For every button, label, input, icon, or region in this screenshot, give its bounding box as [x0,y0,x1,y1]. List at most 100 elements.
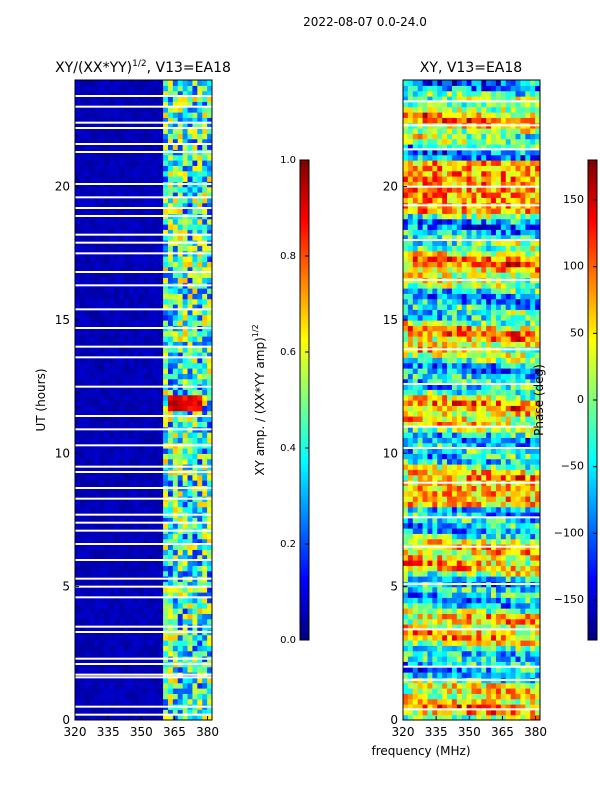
heatmap-cell [182,192,189,198]
heatmap-cell [451,602,458,609]
heatmap-cell [417,688,424,694]
panel1-colorbar-tick-label: 0.2 [280,539,296,550]
heatmap-cell [104,613,110,620]
heatmap-cell [535,570,540,577]
heatmap-cell [123,602,130,609]
heatmap-cell [447,458,453,465]
heatmap-cell [451,533,458,540]
heatmap-cell [153,608,159,614]
heatmap-cell [466,490,473,497]
heatmap-cell [99,293,105,300]
heatmap-cell [530,629,536,636]
heatmap-cell [172,293,179,300]
heatmap-cell [109,304,115,310]
heatmap-cell [167,410,174,417]
heatmap-cell [202,554,208,561]
heatmap-cell [143,677,149,684]
data-gap-line [75,521,212,524]
heatmap-cell [158,202,164,209]
heatmap-cell [432,469,438,476]
heatmap-cell [163,229,169,236]
heatmap-cell [535,469,540,476]
heatmap-cell [525,672,531,678]
heatmap-cell [471,474,477,481]
heatmap-cell [89,458,96,465]
heatmap-cell [202,410,208,417]
heatmap-cell [481,528,487,534]
heatmap-cell [177,330,184,337]
heatmap-cell [138,378,145,385]
heatmap-cell [167,405,174,412]
heatmap-cell [94,101,101,108]
heatmap-cell [104,229,110,236]
heatmap-cell [109,352,115,358]
heatmap-cell [403,682,409,689]
heatmap-cell [447,442,453,449]
heatmap-cell [138,245,145,252]
heatmap-cell [119,133,125,140]
heatmap-cell [202,453,208,460]
heatmap-cell [520,709,526,716]
heatmap-cell [172,437,179,444]
heatmap-cell [471,560,477,566]
heatmap-cell [520,474,526,481]
heatmap-cell [515,474,522,481]
heatmap-cell [442,437,448,444]
heatmap-cell [114,128,120,134]
heatmap-cell [412,421,419,428]
panel1-xtick-label: 380 [196,725,219,739]
heatmap-cell [84,650,91,657]
heatmap-cell [456,698,463,705]
heatmap-cell [447,565,453,572]
heatmap-cell [84,394,91,401]
heatmap-cell [94,176,101,182]
heatmap-cell [119,224,125,230]
heatmap-cell [99,608,105,614]
heatmap-cell [99,618,105,625]
heatmap-cell [187,618,194,625]
heatmap-cell [89,517,96,524]
heatmap-cell [192,682,198,689]
heatmap-cell [128,346,135,353]
heatmap-cell [148,688,154,694]
heatmap-cell [476,533,482,540]
heatmap-cell [172,421,179,428]
heatmap-cell [412,501,419,508]
heatmap-cell [172,165,179,172]
heatmap-cell [481,522,487,529]
heatmap-cell [114,330,120,337]
heatmap-cell [197,170,203,177]
heatmap-cell [163,693,169,700]
heatmap-cell [143,357,149,364]
heatmap-cell [500,512,507,518]
heatmap-cell [104,320,110,326]
heatmap-cell [192,277,198,284]
heatmap-cell [133,224,140,230]
heatmap-cell [187,90,194,97]
heatmap-cell [138,618,145,625]
heatmap-cell [119,645,125,652]
heatmap-cell [94,346,101,353]
heatmap-cell [471,709,477,716]
heatmap-cell [525,501,531,508]
heatmap-cell [535,661,540,668]
heatmap-cell [148,640,154,646]
heatmap-cell [182,506,189,513]
heatmap-cell [476,645,482,652]
heatmap-cell [412,624,419,630]
heatmap-cell [481,608,487,614]
heatmap-cell [167,272,174,278]
heatmap-cell [177,341,184,348]
heatmap-cell [491,570,497,577]
heatmap-cell [412,458,419,465]
heatmap-cell [94,618,101,625]
heatmap-cell [163,597,169,604]
heatmap-cell [427,570,433,577]
heatmap-cell [128,432,135,438]
heatmap-cell [486,448,492,454]
heatmap-cell [192,400,198,406]
panel1-ytick-label: 0 [62,713,70,727]
heatmap-cell [525,698,531,705]
heatmap-cell [207,405,212,412]
heatmap-cell [476,618,482,625]
